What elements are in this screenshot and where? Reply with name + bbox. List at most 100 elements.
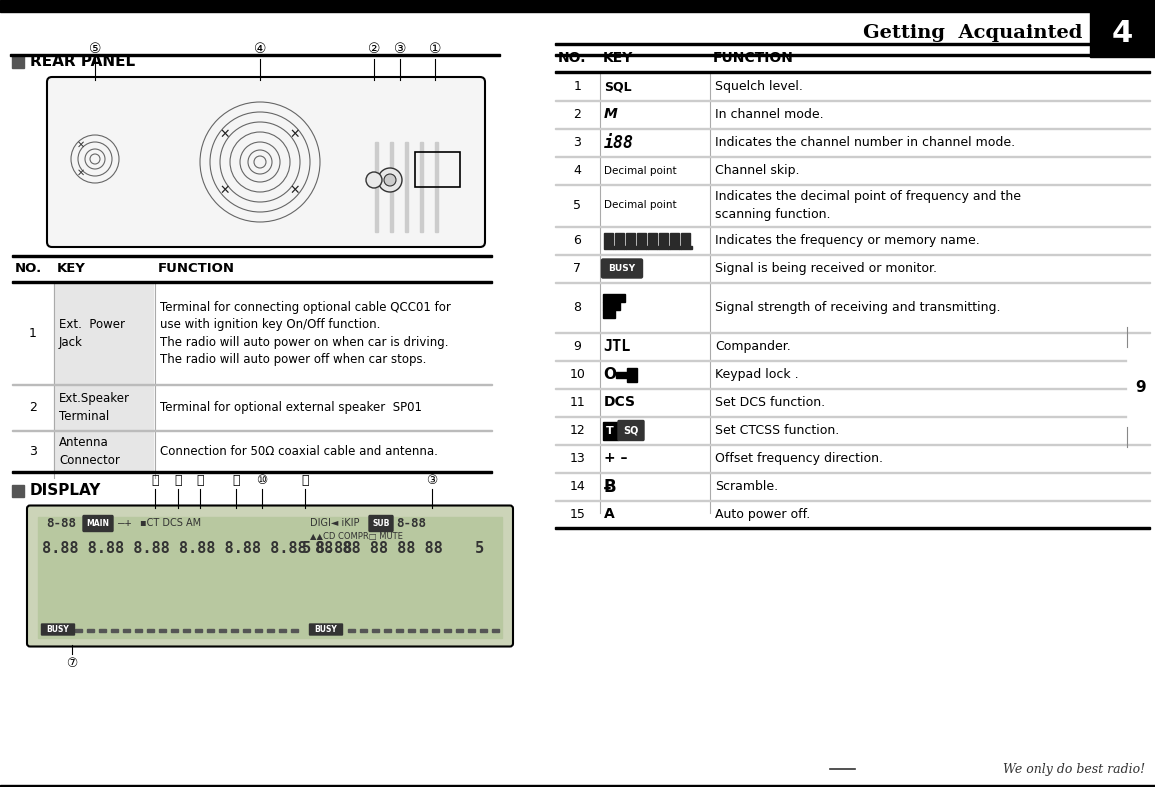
Text: SQ: SQ: [624, 426, 639, 435]
Bar: [12, 471, 492, 472]
Bar: [54, 283, 152, 383]
Bar: [171, 629, 178, 631]
Bar: [147, 629, 154, 631]
Text: i88: i88: [604, 134, 634, 152]
Bar: [435, 142, 438, 232]
FancyBboxPatch shape: [602, 259, 642, 278]
Bar: [556, 45, 1150, 71]
Text: FUNCTION: FUNCTION: [158, 263, 234, 275]
Bar: [231, 629, 238, 631]
Text: 5: 5: [475, 541, 484, 556]
Text: 7: 7: [574, 262, 581, 275]
Text: Getting  Acquainted: Getting Acquainted: [863, 24, 1082, 42]
Bar: [614, 232, 624, 249]
Bar: [38, 516, 502, 637]
Text: Signal strength of receiving and transmitting.: Signal strength of receiving and transmi…: [715, 301, 1000, 314]
Bar: [613, 246, 614, 249]
Text: 2: 2: [29, 401, 37, 414]
Text: Terminal for connecting optional cable QCC01 for
use with ignition key On/Off fu: Terminal for connecting optional cable Q…: [161, 301, 450, 366]
Text: 1: 1: [29, 327, 37, 340]
Text: 4: 4: [574, 164, 581, 177]
Bar: [12, 384, 492, 385]
Text: Connection for 50Ω coaxial cable and antenna.: Connection for 50Ω coaxial cable and ant…: [161, 445, 438, 458]
Bar: [415, 152, 460, 187]
Bar: [408, 629, 415, 631]
Text: ✕: ✕: [290, 127, 300, 141]
Bar: [480, 629, 487, 631]
Bar: [468, 629, 475, 631]
Bar: [0, 0, 1155, 12]
Bar: [556, 183, 1150, 184]
Text: + –: + –: [604, 452, 627, 465]
Bar: [291, 629, 298, 631]
Text: ⑭: ⑭: [301, 474, 308, 487]
Text: Offset frequency direction.: Offset frequency direction.: [715, 452, 884, 465]
Bar: [75, 629, 82, 631]
Bar: [267, 629, 274, 631]
Bar: [135, 629, 142, 631]
Bar: [556, 527, 1150, 529]
Bar: [668, 246, 670, 249]
Text: SUB: SUB: [372, 519, 389, 528]
Text: ▪CT DCS AM: ▪CT DCS AM: [140, 519, 201, 529]
Text: ⑪: ⑪: [232, 474, 240, 487]
Bar: [1090, 12, 1155, 57]
Text: ✕: ✕: [219, 127, 230, 141]
Bar: [556, 43, 1150, 45]
Text: ✕: ✕: [219, 183, 230, 197]
Text: JTL: JTL: [603, 339, 631, 354]
Text: ①: ①: [429, 42, 441, 56]
Text: 10: 10: [569, 368, 586, 381]
Text: ③: ③: [426, 474, 438, 487]
Text: 3: 3: [574, 136, 581, 149]
Bar: [255, 629, 262, 631]
Bar: [111, 629, 118, 631]
Text: —+: —+: [118, 519, 132, 529]
Text: Antenna
Connector: Antenna Connector: [59, 436, 120, 467]
Text: 12: 12: [569, 424, 586, 437]
Text: ✕: ✕: [77, 168, 85, 178]
Bar: [54, 431, 152, 471]
Bar: [690, 246, 692, 249]
Bar: [207, 629, 214, 631]
Text: ⑤: ⑤: [89, 42, 102, 56]
Text: DISPLAY: DISPLAY: [30, 483, 102, 498]
Bar: [243, 629, 249, 631]
Bar: [195, 629, 202, 631]
Text: Signal is being received or monitor.: Signal is being received or monitor.: [715, 262, 937, 275]
Bar: [99, 629, 106, 631]
Text: Scramble.: Scramble.: [715, 480, 778, 493]
Bar: [624, 246, 626, 249]
Text: ✕: ✕: [290, 183, 300, 197]
Text: 8-88: 8-88: [396, 517, 426, 530]
Bar: [556, 156, 1150, 157]
Text: 9: 9: [574, 340, 581, 353]
Text: Indicates the channel number in channel mode.: Indicates the channel number in channel …: [715, 136, 1015, 149]
Text: M: M: [604, 108, 618, 121]
Circle shape: [378, 168, 402, 192]
Bar: [122, 629, 131, 631]
Bar: [670, 232, 679, 249]
Bar: [603, 301, 620, 309]
Bar: [657, 246, 660, 249]
Text: MAIN: MAIN: [87, 519, 110, 528]
Bar: [556, 388, 1150, 389]
Text: Squelch level.: Squelch level.: [715, 80, 803, 93]
Bar: [556, 71, 1150, 72]
Circle shape: [383, 174, 396, 186]
Text: ③: ③: [394, 42, 407, 56]
Text: Indicates the decimal point of frequency and the
scanning function.: Indicates the decimal point of frequency…: [715, 190, 1021, 220]
Bar: [603, 294, 625, 301]
Text: ⑫: ⑫: [196, 474, 203, 487]
FancyBboxPatch shape: [47, 77, 485, 247]
Text: Terminal for optional external speaker  SP01: Terminal for optional external speaker S…: [161, 401, 422, 414]
Bar: [348, 629, 355, 631]
Bar: [10, 54, 500, 56]
Bar: [556, 500, 1150, 501]
Bar: [556, 226, 1150, 227]
FancyBboxPatch shape: [310, 624, 343, 635]
Bar: [638, 232, 646, 249]
Bar: [372, 629, 379, 631]
Text: 1: 1: [574, 80, 581, 93]
Bar: [556, 282, 1150, 283]
